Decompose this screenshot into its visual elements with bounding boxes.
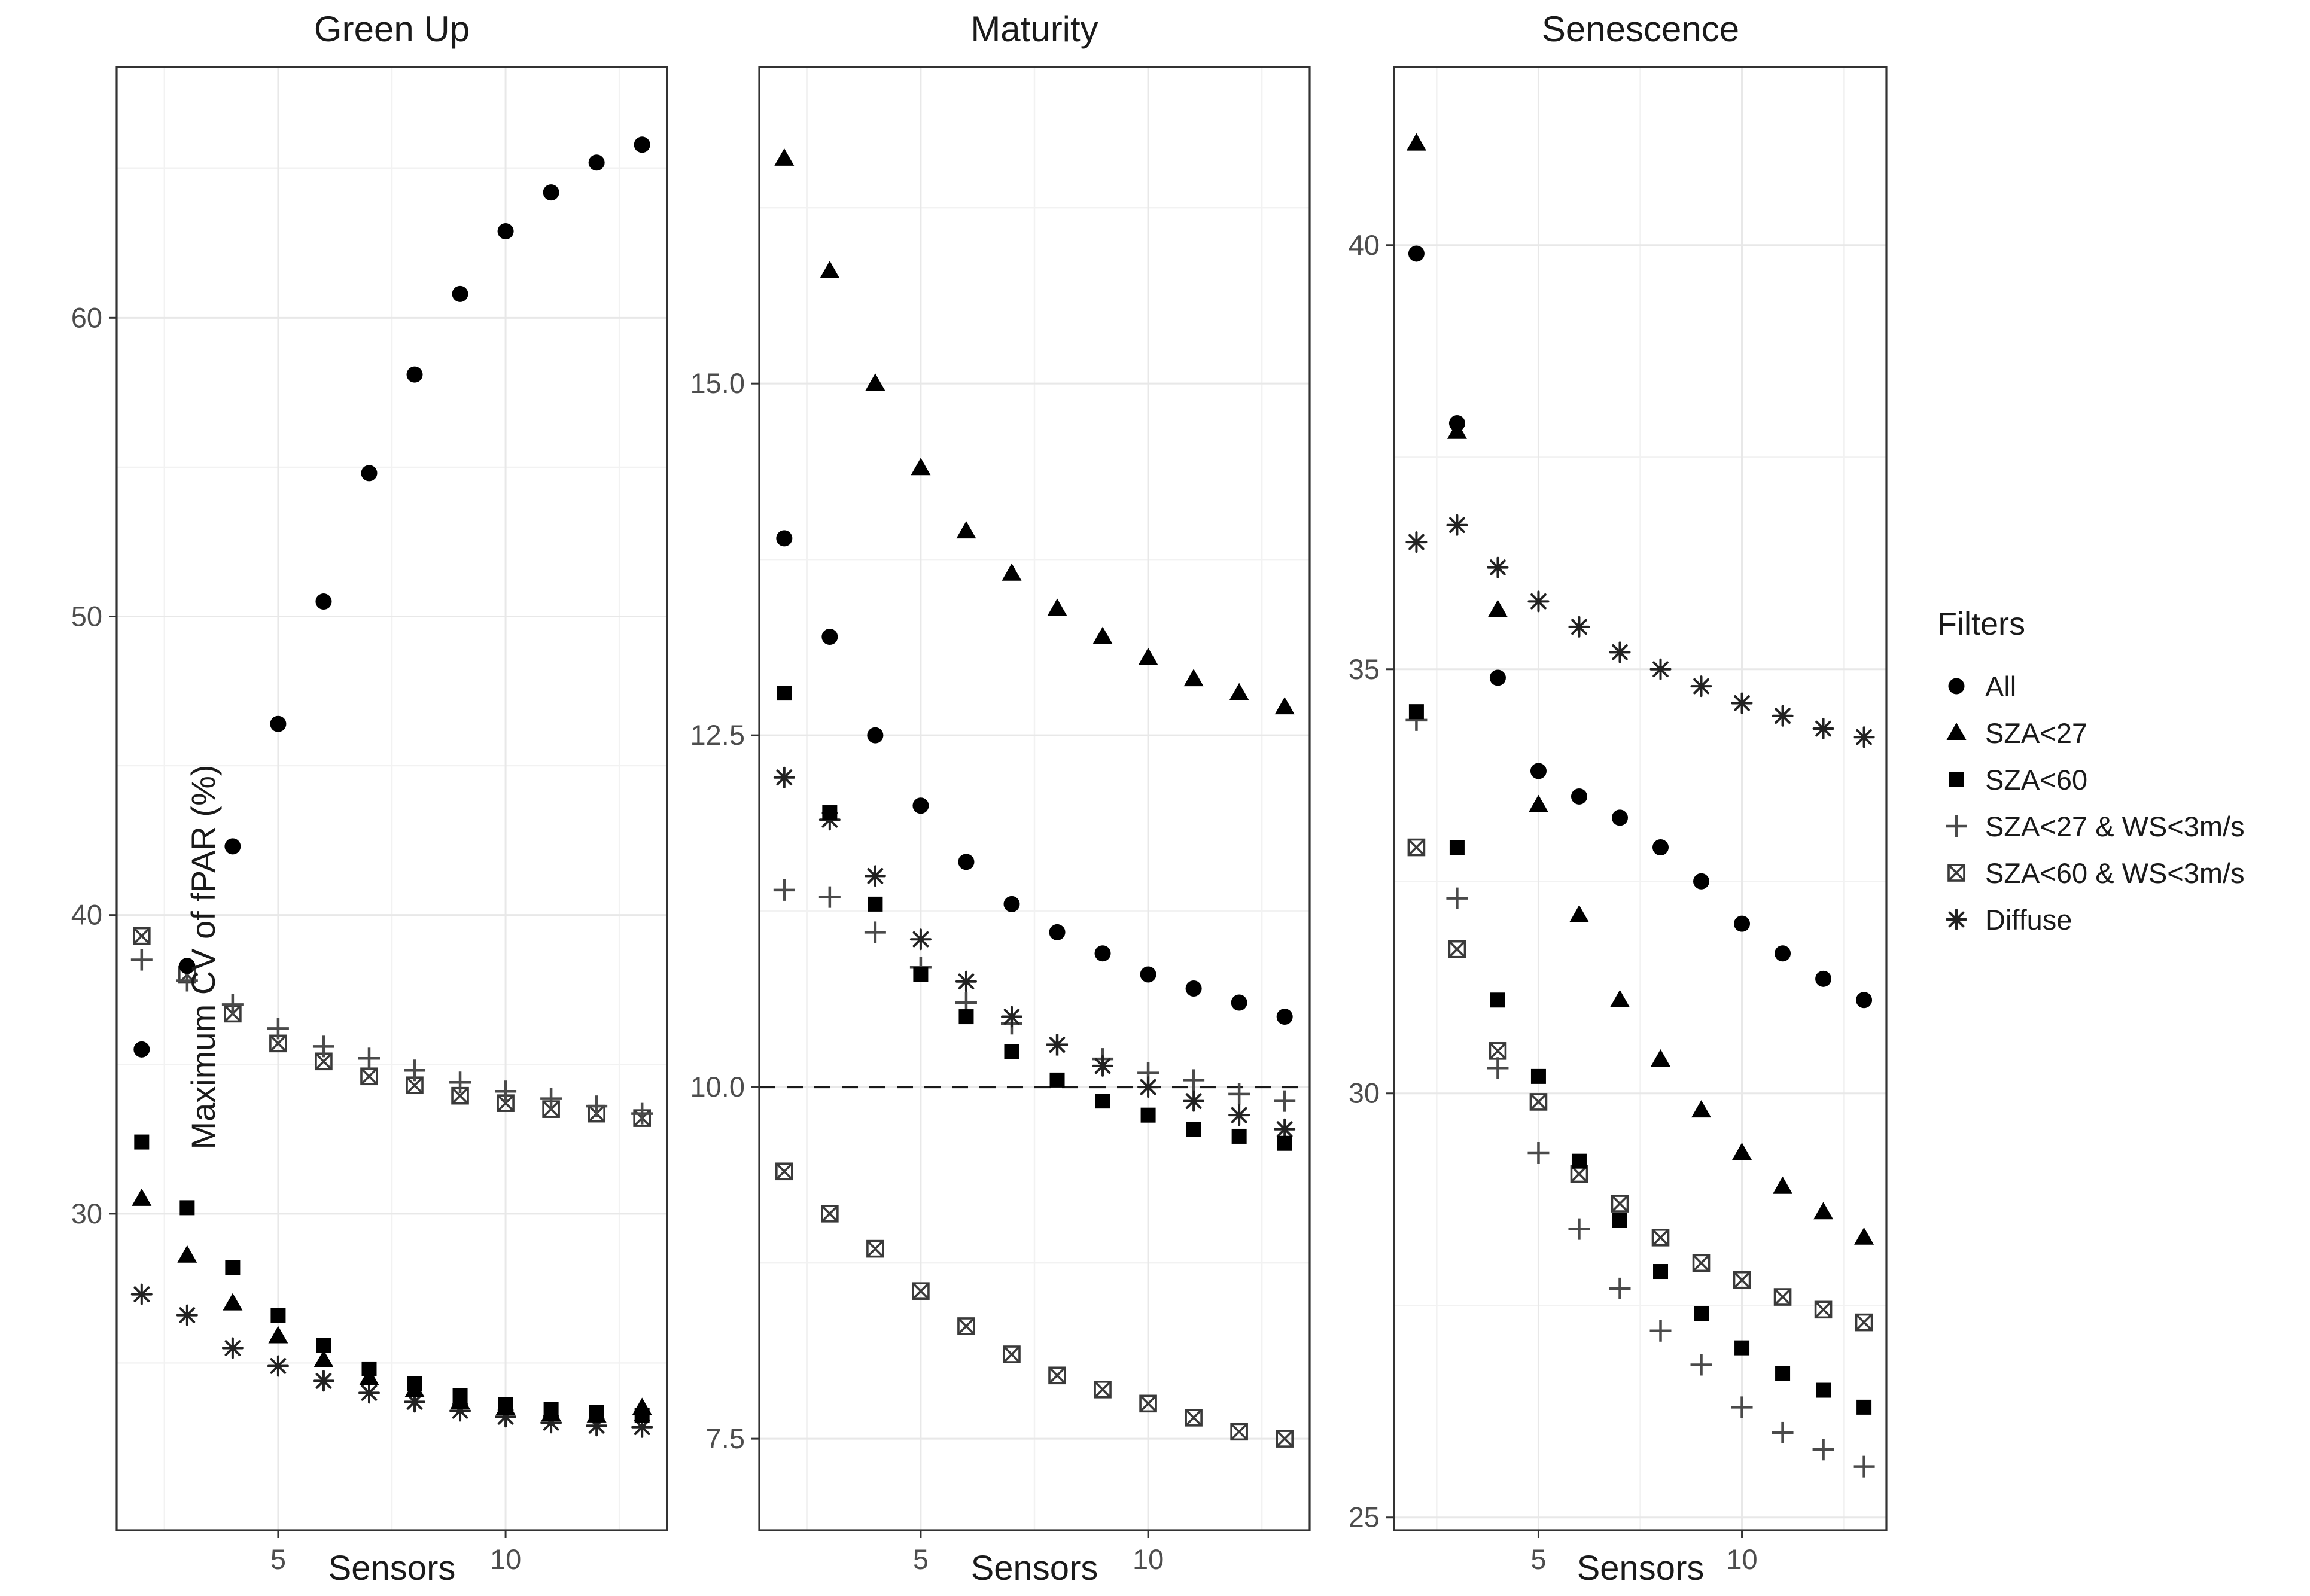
y-tick-labels: 30 40 50 60	[71, 301, 102, 1229]
asterisk-icon	[1946, 909, 1967, 930]
svg-text:25: 25	[1349, 1501, 1380, 1533]
x-axis-title-green-up: Sensors	[328, 1549, 456, 1588]
svg-text:15.0: 15.0	[690, 367, 745, 399]
y-axis-title: Maximum CV of fPAR (%)	[184, 765, 223, 1150]
x-tick-labels: 5 10	[270, 1543, 521, 1575]
series-sza27ws-markers	[1405, 709, 1875, 1478]
circle-icon	[1948, 678, 1965, 695]
panel-title-maturity: Maturity	[970, 9, 1098, 49]
series-sza27-markers	[132, 1188, 652, 1423]
panel-border	[1393, 66, 1888, 1531]
svg-text:30: 30	[1349, 1077, 1380, 1109]
legend-item-sza27ws: SZA<27 & WS<3m/s	[1937, 803, 2308, 849]
legend-item-sza60: SZA<60	[1937, 756, 2308, 803]
x-axis-title-senescence: Sensors	[1576, 1549, 1705, 1588]
legend-item-label: SZA<27	[1985, 717, 2088, 749]
svg-text:10: 10	[1133, 1543, 1164, 1575]
legend-title: Filters	[1937, 606, 2025, 642]
axis-ticks	[751, 382, 1149, 1538]
square-icon	[1949, 772, 1964, 787]
svg-text:10.0: 10.0	[690, 1071, 745, 1102]
x-tick-labels: 5 10	[913, 1543, 1164, 1575]
svg-text:50: 50	[71, 600, 102, 632]
series-sza60ws-markers	[775, 1162, 1294, 1448]
plus-icon	[1946, 815, 1967, 837]
svg-text:5: 5	[270, 1543, 286, 1575]
series-all-markers	[1408, 245, 1873, 1009]
legend-item-label: All	[1985, 670, 2017, 702]
y-tick-labels: 25 30 35 40	[1349, 229, 1380, 1533]
svg-text:12.5: 12.5	[690, 719, 745, 751]
series-sza60-markers	[1408, 704, 1872, 1415]
grid-minor	[759, 67, 1310, 1530]
panel-title-green-up: Green Up	[314, 9, 470, 49]
panel-title-senescence: Senescence	[1541, 9, 1740, 49]
panel-maturity: 7.5 10.0 12.5 15.0 5 10	[690, 66, 1311, 1575]
legend-item-label: SZA<60	[1985, 763, 2088, 796]
legend-item-label: Diffuse	[1985, 903, 2072, 936]
legend-item-label: SZA<60 & WS<3m/s	[1985, 857, 2245, 889]
series-sza27-markers	[1406, 133, 1874, 1245]
svg-text:10: 10	[490, 1543, 521, 1575]
square-x-icon	[1947, 864, 1965, 882]
series-all-markers	[133, 136, 650, 1058]
svg-text:30: 30	[71, 1198, 102, 1229]
y-tick-labels: 7.5 10.0 12.5 15.0	[690, 367, 745, 1454]
legend-item-sza60ws: SZA<60 & WS<3m/s	[1937, 849, 2308, 896]
legend-item-sza27: SZA<27	[1937, 709, 2308, 756]
axis-ticks	[109, 316, 507, 1538]
series-sza60-markers	[777, 686, 1292, 1151]
grid-major	[117, 67, 667, 1530]
panel-green-up: 30 40 50 60 5 10	[71, 66, 668, 1575]
legend-item-diffuse: Diffuse	[1937, 896, 2308, 943]
svg-text:60: 60	[71, 301, 102, 333]
grid-minor	[1394, 67, 1886, 1530]
panel-border	[115, 66, 668, 1531]
series-sza27-markers	[774, 148, 1295, 715]
grid-minor	[117, 67, 667, 1530]
svg-text:5: 5	[1530, 1543, 1546, 1575]
legend-items: All SZA<27 SZA<60 SZA<27 & WS<3m/s SZA<60 & …	[1937, 663, 2308, 943]
series-diffuse-markers	[1405, 514, 1875, 748]
svg-text:5: 5	[913, 1543, 929, 1575]
panel-senescence: 25 30 35 40 5 10	[1349, 66, 1888, 1575]
triangle-icon	[1946, 723, 1967, 740]
x-tick-labels: 5 10	[1530, 1543, 1757, 1575]
x-axis-title-maturity: Sensors	[970, 1549, 1098, 1588]
series-all-markers	[776, 530, 1293, 1025]
axis-ticks	[1386, 244, 1743, 1538]
legend-item-label: SZA<27 & WS<3m/s	[1985, 810, 2245, 842]
panel-border	[758, 66, 1311, 1531]
svg-text:7.5: 7.5	[706, 1423, 745, 1454]
svg-text:35: 35	[1349, 653, 1380, 685]
svg-text:40: 40	[71, 899, 102, 931]
legend-item-all: All	[1937, 663, 2308, 709]
legend: Filters All SZA<27 SZA<60 SZA<27 & WS<3m/s S…	[1937, 605, 2308, 943]
series-sza60ws-markers	[1407, 838, 1873, 1332]
svg-text:40: 40	[1349, 229, 1380, 261]
svg-text:10: 10	[1726, 1543, 1757, 1575]
